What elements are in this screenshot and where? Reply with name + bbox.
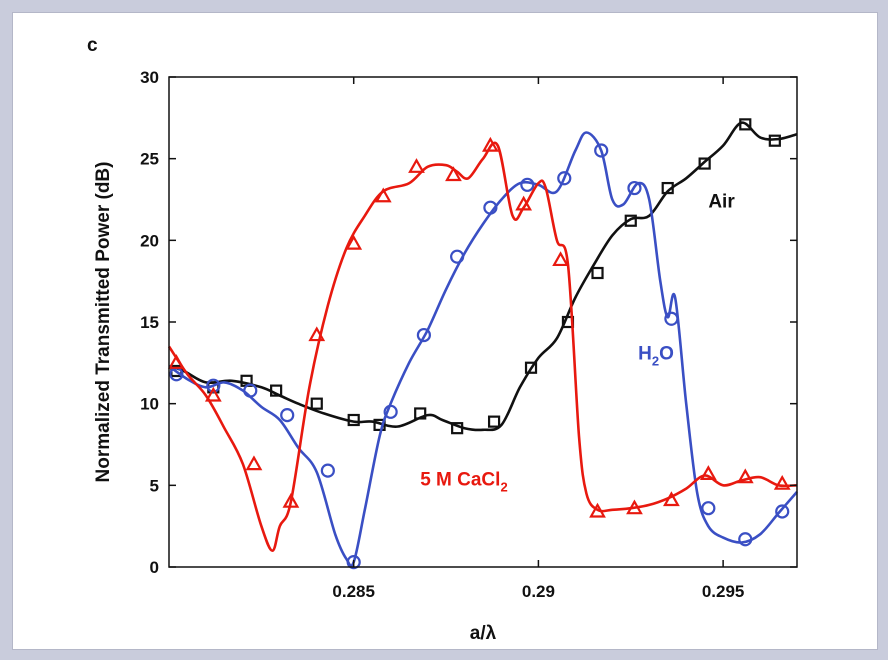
series-label-cacl2: 5 M CaCl2 [420, 469, 507, 494]
y-tick-label: 10 [140, 395, 159, 414]
data-point-h2o [594, 143, 609, 158]
data-point-air [487, 415, 501, 428]
data-point-cacl2 [282, 492, 300, 508]
data-point-h2o [664, 311, 679, 326]
data-point-cacl2 [204, 386, 222, 402]
y-tick-label: 20 [140, 231, 159, 250]
series-layer [167, 118, 798, 570]
series-label-main: Air [708, 192, 735, 213]
series-label-subscript: 2 [500, 479, 507, 494]
data-point-h2o [450, 249, 465, 264]
data-point-air [347, 413, 360, 427]
chart-svg: c 0 5 10 15 20 25 30 0.285 0.29 0.295 Normalized… [87, 35, 798, 644]
data-point-air [373, 418, 386, 431]
series-label-subscript: 2 [652, 354, 659, 369]
data-point-air [661, 181, 674, 195]
data-point-cacl2 [308, 326, 326, 342]
series-cacl2 [167, 136, 798, 552]
data-point-h2o [346, 554, 361, 570]
y-axis-ticks: 0 5 10 15 20 25 30 [140, 68, 797, 577]
y-tick-label: 5 [150, 476, 159, 495]
series-air [168, 118, 798, 435]
data-point-cacl2 [408, 158, 425, 173]
data-point-h2o [557, 171, 572, 186]
data-point-cacl2 [515, 195, 533, 211]
data-point-air [624, 214, 637, 227]
data-point-h2o [701, 501, 716, 516]
x-axis-label: a/λ [470, 623, 497, 644]
data-point-air [451, 422, 464, 435]
data-point-cacl2 [552, 251, 569, 267]
data-point-cacl2 [589, 502, 606, 518]
x-tick-label: 0.295 [702, 582, 745, 601]
data-point-cacl2 [168, 354, 185, 369]
data-point-h2o [280, 408, 295, 423]
data-point-cacl2 [482, 136, 499, 152]
data-point-cacl2 [626, 499, 643, 515]
figure-frame: c 0 5 10 15 20 25 30 0.285 0.29 0.295 Normalized… [12, 12, 878, 650]
data-point-air [524, 361, 538, 374]
data-point-cacl2 [345, 234, 363, 250]
data-point-h2o [627, 180, 642, 196]
data-point-h2o [775, 504, 790, 519]
x-tick-label: 0.29 [522, 582, 555, 601]
data-point-h2o [738, 532, 753, 547]
data-point-air [768, 134, 781, 147]
y-tick-label: 30 [140, 68, 159, 87]
data-point-air [698, 157, 711, 170]
y-axis-label: Normalized Transmitted Power (dB) [93, 162, 114, 483]
data-point-cacl2 [773, 474, 791, 490]
data-point-air [310, 397, 323, 410]
series-label-air: Air [708, 192, 735, 213]
data-point-h2o [206, 378, 221, 393]
series-h2o [168, 131, 798, 570]
data-point-air [414, 407, 427, 420]
x-axis-ticks: 0.285 0.29 0.295 [332, 77, 744, 601]
data-point-h2o [483, 200, 498, 215]
data-point-air [591, 266, 604, 280]
data-point-h2o [520, 177, 535, 192]
data-point-cacl2 [736, 468, 754, 484]
series-label-main: 5 M CaCl [420, 469, 500, 490]
data-point-cacl2 [699, 465, 717, 480]
data-point-h2o [243, 383, 258, 398]
y-tick-label: 25 [140, 150, 159, 169]
series-label-main: H [638, 344, 652, 365]
data-point-cacl2 [245, 455, 263, 471]
series-label-tail: O [659, 344, 674, 365]
y-tick-label: 15 [140, 313, 159, 332]
y-tick-label: 0 [150, 558, 159, 577]
data-point-cacl2 [374, 187, 392, 203]
data-point-air [739, 118, 752, 131]
data-point-h2o [320, 463, 335, 478]
panel-label: c [87, 35, 98, 56]
data-point-h2o [416, 327, 431, 343]
series-line-h2o [168, 131, 798, 568]
series-label-h2o: H2O [638, 344, 674, 369]
data-point-h2o [383, 404, 398, 419]
data-point-cacl2 [663, 491, 680, 507]
x-tick-label: 0.285 [332, 582, 375, 601]
data-point-air [270, 384, 283, 397]
data-point-cacl2 [445, 166, 462, 182]
